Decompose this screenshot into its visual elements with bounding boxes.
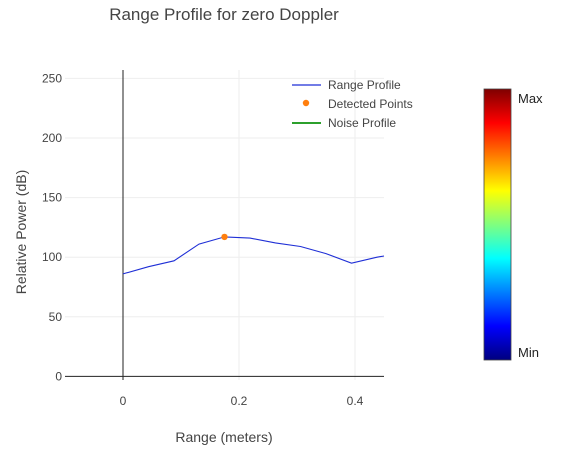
y-tick-label: 200 [42, 131, 62, 145]
grid [65, 70, 384, 380]
legend-item-detected-points[interactable]: Detected Points [302, 97, 413, 111]
x-axis-title: Range (meters) [175, 429, 272, 445]
y-axis-title: Relative Power (dB) [13, 170, 29, 295]
y-tick-label: 50 [49, 310, 63, 324]
legend-label-noise-profile: Noise Profile [328, 116, 396, 130]
x-tick-label: 0 [120, 394, 127, 408]
legend-item-range-profile[interactable]: Range Profile [292, 78, 401, 92]
legend-marker-detected-points [302, 99, 310, 107]
legend-item-noise-profile[interactable]: Noise Profile [292, 116, 396, 130]
y-tick-label: 150 [42, 191, 62, 205]
colorbar-gradient [483, 88, 512, 361]
colorbar-max-label: Max [518, 91, 543, 106]
x-tick-label: 0.2 [231, 394, 248, 408]
axes [65, 70, 384, 380]
legend-label-range-profile: Range Profile [328, 78, 401, 92]
y-tick-label: 0 [55, 369, 62, 383]
colorbar-min-label: Min [518, 345, 539, 360]
y-tick-label: 100 [42, 250, 62, 264]
chart-title: Range Profile for zero Doppler [109, 5, 339, 24]
series-line-range-profile [122, 236, 385, 275]
colorbar: Max Min [483, 88, 543, 361]
data-series [122, 233, 385, 275]
legend[interactable]: Range Profile Detected Points Noise Prof… [292, 78, 413, 130]
legend-label-detected-points: Detected Points [328, 97, 413, 111]
x-tick-label: 0.4 [347, 394, 364, 408]
y-tick-label: 250 [42, 71, 62, 85]
data-point-detected-points [221, 233, 228, 241]
tick-labels: 0 50 100 150 200 250 0 0.2 0.4 [42, 71, 364, 408]
